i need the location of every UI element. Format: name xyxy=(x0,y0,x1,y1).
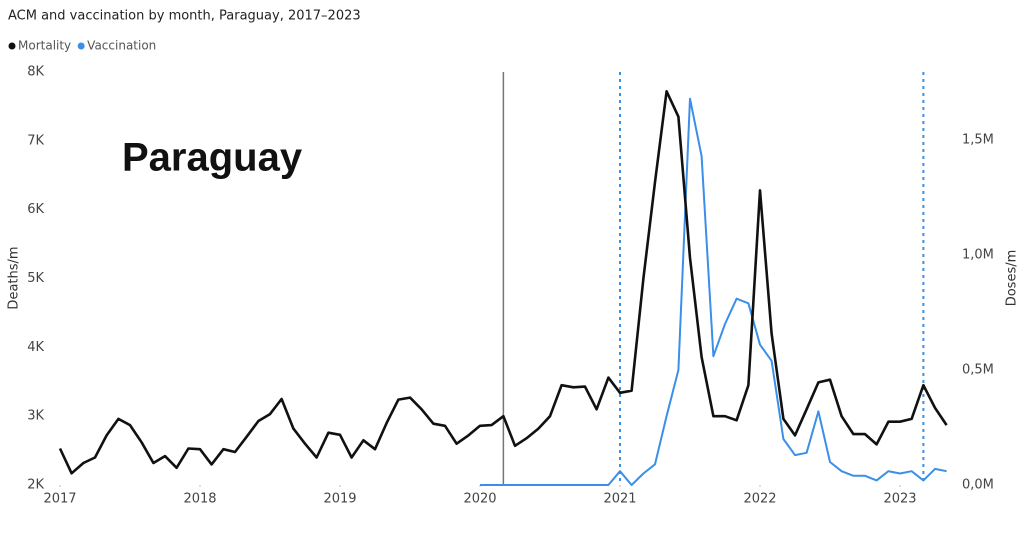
legend-label: Vaccination xyxy=(87,39,156,53)
y-tick-label: 5K xyxy=(27,271,44,286)
y-axis-title: Deaths/m xyxy=(7,246,22,309)
y2-tick-label: 1,5M xyxy=(962,133,994,148)
y2-tick-label: 0,5M xyxy=(962,363,994,378)
legend-label: Mortality xyxy=(18,39,71,53)
y-tick-label: 2K xyxy=(27,478,44,493)
y-tick-label: 4K xyxy=(27,340,44,355)
annotation: Paraguay xyxy=(122,136,303,180)
y2-tick-label: 0,0M xyxy=(962,478,994,493)
x-tick-label: 2018 xyxy=(183,492,216,507)
y-tick-label: 8K xyxy=(27,65,44,80)
legend-marker xyxy=(77,42,85,50)
chart-title: ACM and vaccination by month, Paraguay, … xyxy=(8,9,361,24)
y2-axis-title: Doses/m xyxy=(1005,250,1020,307)
series-line xyxy=(58,90,948,475)
y-tick-label: 3K xyxy=(27,409,44,424)
y2-tick-label: 1,0M xyxy=(962,248,994,263)
x-tick-label: 2020 xyxy=(463,492,496,507)
x-tick-label: 2023 xyxy=(883,492,916,507)
x-tick-label: 2021 xyxy=(603,492,636,507)
series-line xyxy=(480,97,947,486)
x-tick-label: 2017 xyxy=(43,492,76,507)
x-tick-label: 2022 xyxy=(743,492,776,507)
x-tick-label: 2019 xyxy=(323,492,356,507)
y-tick-label: 6K xyxy=(27,202,44,217)
legend-marker xyxy=(8,42,16,50)
y-tick-label: 7K xyxy=(27,133,44,148)
